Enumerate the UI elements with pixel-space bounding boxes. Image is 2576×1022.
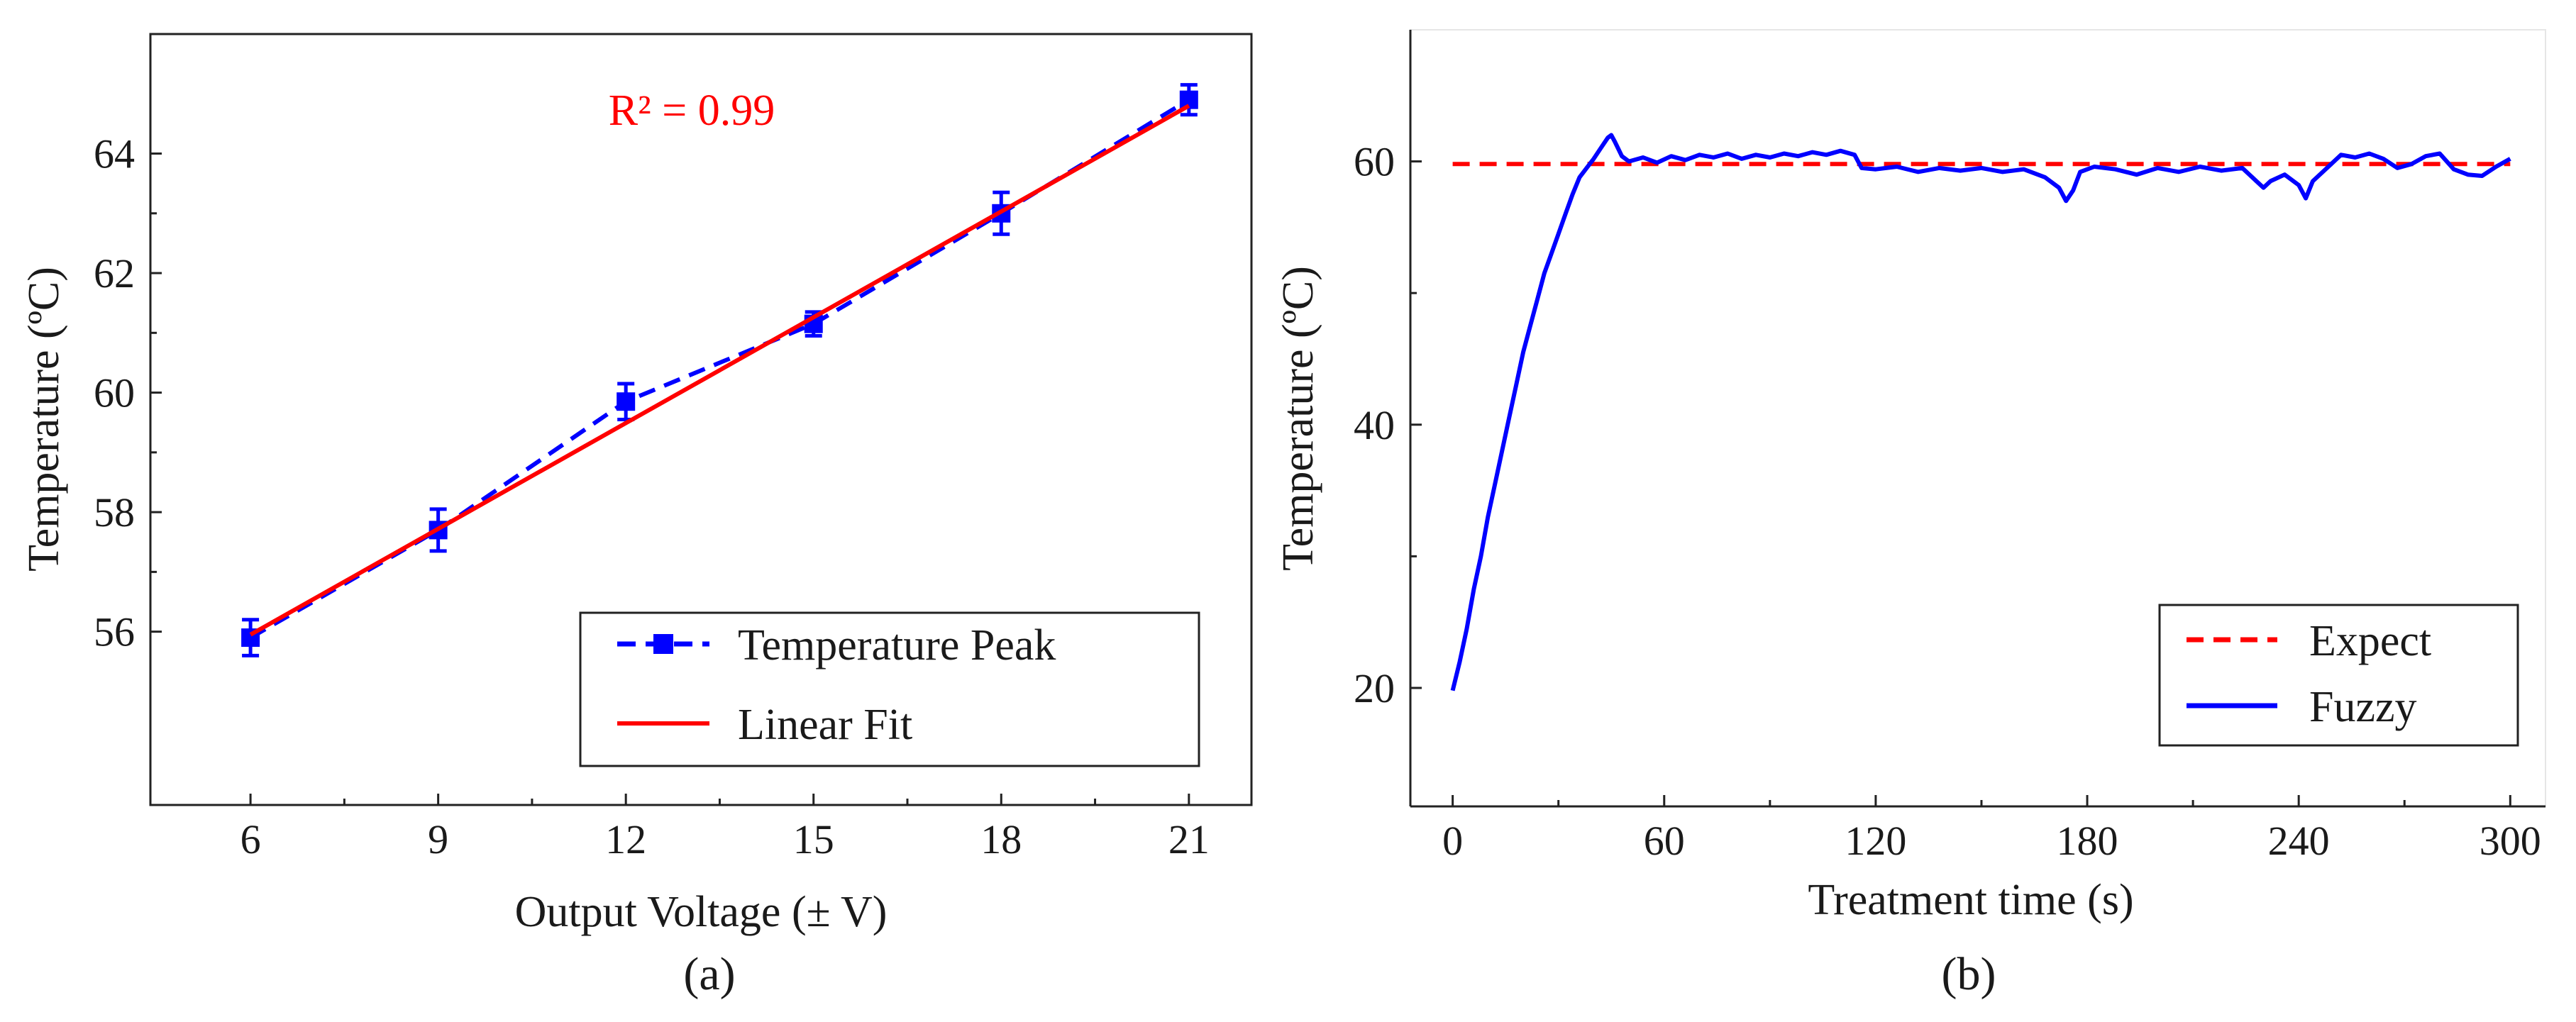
legend-label-fuzzy: Fuzzy xyxy=(2309,683,2417,731)
panel-b-x-tick-label: 0 xyxy=(1442,818,1463,864)
panel-b-y-tick-label: 40 xyxy=(1354,402,1395,448)
panel-a-y-tick-label: 62 xyxy=(94,250,135,296)
panel-a-x-tick-label: 9 xyxy=(428,816,448,862)
panel-a-legend-box xyxy=(579,611,1200,767)
panel-b-x-tick-label: 180 xyxy=(2057,818,2118,864)
panel-a-legend: Temperature Peak Linear Fit xyxy=(579,611,1200,767)
data-point-marker xyxy=(617,392,636,411)
panel-a-x-tick-label: 21 xyxy=(1168,816,1210,862)
panel-b-x-tick-label: 240 xyxy=(2268,818,2330,864)
panel-a-ticks: 6 9 12 15 18 21 56 58 60 62 64 xyxy=(94,131,1210,862)
panel-a-x-axis-label: Output Voltage (± V) xyxy=(515,888,888,936)
panel-a-series xyxy=(241,83,1198,657)
legend-label-temperature-peak: Temperature Peak xyxy=(738,621,1056,670)
panel-a-x-tick-label: 18 xyxy=(980,816,1022,862)
panel-b-x-tick-label: 60 xyxy=(1644,818,1685,864)
series-line-linear-fit xyxy=(249,104,1190,637)
panel-a-x-tick-label: 6 xyxy=(241,816,261,862)
panel-b-series xyxy=(1450,133,2511,691)
panel-b-ticks: 0 60 120 180 240 300 20 40 60 xyxy=(1354,139,2541,864)
panel-b-caption: (b) xyxy=(1942,948,1996,1000)
panel-b-x-axis-label: Treatment time (s) xyxy=(1808,876,2133,924)
panel-a-y-axis-label: Temperature (ºC) xyxy=(20,267,68,572)
legend-marker-temperature-peak xyxy=(653,634,673,654)
panel-a-caption: (a) xyxy=(683,948,735,1000)
panel-b-y-axis-label: Temperature (ºC) xyxy=(1274,266,1322,571)
panel-a-y-tick-label: 56 xyxy=(94,609,135,655)
panel-b-legend: Expect Fuzzy xyxy=(2158,604,2519,747)
panel-a-y-tick-label: 60 xyxy=(94,370,135,416)
panel-a-y-tick-label: 58 xyxy=(94,489,135,535)
panel-a-y-tick-label: 64 xyxy=(94,131,135,177)
panel-b-x-tick-label: 300 xyxy=(2480,818,2541,864)
r-squared-annotation: R² = 0.99 xyxy=(609,87,775,135)
panel-b-y-tick-label: 60 xyxy=(1354,139,1395,185)
panel-b-y-tick-label: 20 xyxy=(1354,665,1395,711)
legend-label-expect: Expect xyxy=(2309,617,2431,665)
legend-label-linear-fit: Linear Fit xyxy=(738,701,912,749)
panel-b-x-tick-label: 120 xyxy=(1845,818,1906,864)
panel-b-legend-box xyxy=(2158,604,2519,747)
panel-a-x-tick-label: 15 xyxy=(793,816,834,862)
panel-a: 6 9 12 15 18 21 56 58 60 62 64 R² = 0.99 Temperatu… xyxy=(20,33,1253,1000)
series-line-fuzzy xyxy=(1450,133,2511,691)
panel-a-x-tick-label: 12 xyxy=(605,816,646,862)
panel-b: 0 60 120 180 240 300 20 40 60 Expect Fuzzy Treat… xyxy=(1274,29,2546,1000)
